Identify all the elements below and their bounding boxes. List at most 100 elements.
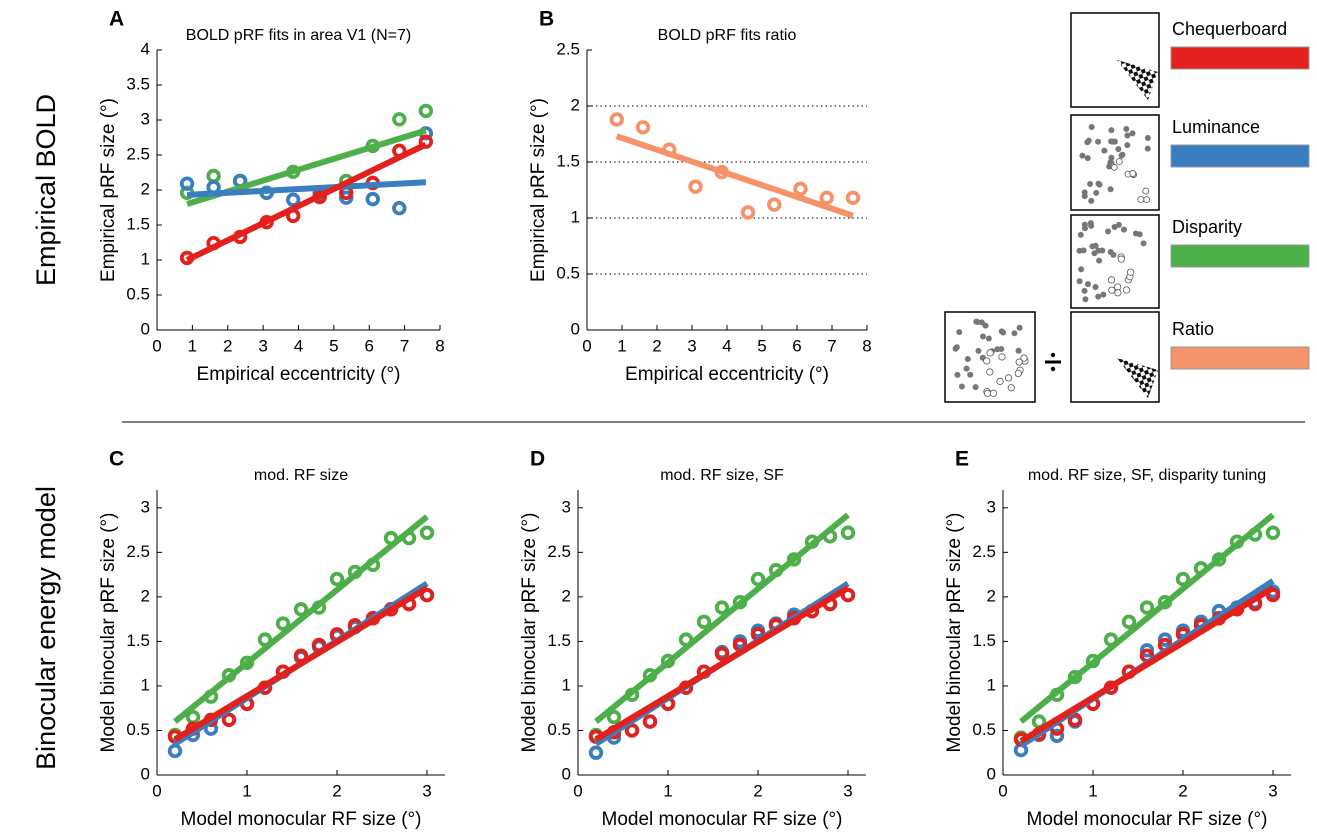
data-point bbox=[1139, 643, 1155, 658]
data-point bbox=[1121, 614, 1137, 630]
stimulus-dot bbox=[1108, 127, 1115, 134]
x-axis-label: Empirical eccentricity (°) bbox=[197, 364, 401, 385]
stimulus-dot bbox=[1007, 384, 1015, 392]
x-axis-label: Model monocular RF size (°) bbox=[1027, 809, 1268, 830]
legend-label: Luminance bbox=[1172, 117, 1260, 137]
y-tick-label: 2.5 bbox=[547, 542, 571, 561]
x-tick-label: 8 bbox=[862, 336, 871, 355]
legend-swatch bbox=[1170, 346, 1310, 370]
fit-line bbox=[173, 585, 429, 742]
legend-swatch bbox=[1170, 244, 1310, 268]
y-tick-label: 2 bbox=[562, 586, 571, 605]
stimulus-dot bbox=[1127, 268, 1135, 276]
stimulus-dot bbox=[1109, 138, 1116, 145]
stimulus-dot bbox=[1016, 324, 1023, 331]
stimulus-dot bbox=[1080, 247, 1087, 254]
data-point bbox=[1211, 552, 1227, 567]
stimulus-dot bbox=[998, 353, 1006, 361]
x-tick-label: 4 bbox=[294, 336, 303, 355]
x-tick-label: 3 bbox=[258, 336, 267, 355]
stimulus-dot bbox=[1000, 329, 1007, 336]
stimulus-dot bbox=[1140, 240, 1147, 247]
y-tick-label: 0.5 bbox=[972, 720, 996, 739]
x-tick-label: 1 bbox=[188, 336, 197, 355]
x-tick-label: 6 bbox=[365, 336, 374, 355]
data-point bbox=[1157, 632, 1173, 647]
x-tick-label: 1 bbox=[663, 781, 672, 800]
data-point bbox=[714, 600, 730, 615]
divide-sign bbox=[1050, 352, 1056, 358]
stimulus-dot bbox=[1123, 126, 1130, 133]
row-label: Empirical BOLD bbox=[31, 94, 61, 286]
stimulus-dot bbox=[1089, 243, 1096, 250]
data-point bbox=[167, 743, 183, 759]
stimulus-dot bbox=[1129, 170, 1137, 177]
stimulus-dot bbox=[1077, 231, 1084, 238]
stimulus-dot bbox=[1115, 146, 1122, 153]
x-tick-label: 4 bbox=[722, 336, 731, 355]
y-tick-label: 0.5 bbox=[126, 284, 150, 303]
y-axis-label: Model binocular pRF size (°) bbox=[519, 513, 540, 753]
stimulus-dot bbox=[1117, 255, 1125, 263]
stimulus-dot bbox=[1092, 283, 1099, 290]
y-tick-label: 2.5 bbox=[972, 542, 996, 561]
stimulus-dot bbox=[956, 329, 963, 336]
y-tick-label: 0 bbox=[987, 764, 996, 783]
x-tick-label: 0 bbox=[998, 781, 1007, 800]
stimulus-dot bbox=[1115, 158, 1123, 165]
stimulus-dot bbox=[975, 347, 982, 354]
data-point bbox=[767, 197, 782, 212]
x-tick-label: 0 bbox=[573, 781, 582, 800]
data-point bbox=[688, 179, 703, 194]
stimulus-dot bbox=[1014, 369, 1022, 378]
stimulus-dot bbox=[967, 371, 974, 378]
data-point bbox=[221, 712, 237, 727]
y-tick-label: 1.5 bbox=[972, 631, 996, 650]
stimulus-dot bbox=[972, 384, 979, 391]
stimulus-dot bbox=[1076, 278, 1083, 285]
stimulus-dot bbox=[1095, 138, 1102, 145]
stimulus-dot bbox=[979, 333, 986, 340]
legend-label: Disparity bbox=[1172, 217, 1242, 237]
panel-letter: A bbox=[109, 8, 124, 31]
data-point bbox=[179, 176, 195, 191]
data-point bbox=[714, 646, 730, 662]
x-tick-label: 2 bbox=[1178, 781, 1187, 800]
data-point bbox=[1265, 525, 1281, 540]
chart-title: BOLD pRF fits in area V1 (N=7) bbox=[186, 27, 411, 44]
y-tick-label: 1 bbox=[141, 249, 150, 268]
data-point bbox=[206, 168, 221, 184]
data-point bbox=[845, 190, 861, 206]
x-axis-label: Model monocular RF size (°) bbox=[181, 809, 422, 830]
fit-line bbox=[594, 585, 850, 742]
data-point bbox=[418, 103, 434, 119]
y-tick-label: 3 bbox=[987, 497, 996, 516]
stimulus-dot bbox=[1129, 130, 1136, 137]
panel-letter: C bbox=[109, 448, 124, 471]
chart-title: mod. RF size, SF bbox=[660, 467, 784, 484]
data-point bbox=[750, 571, 766, 587]
x-tick-label: 5 bbox=[329, 336, 338, 355]
row-label: Binocular energy model bbox=[31, 486, 61, 770]
stimulus-dot bbox=[1015, 358, 1023, 366]
stimulus-dot bbox=[983, 389, 992, 397]
x-tick-label: 1 bbox=[1088, 781, 1097, 800]
data-point bbox=[239, 655, 255, 670]
chart-title: BOLD pRF fits ratio bbox=[658, 27, 797, 44]
data-point bbox=[840, 525, 856, 540]
checker-wedge bbox=[1117, 60, 1158, 100]
data-point bbox=[1067, 712, 1083, 727]
legend-swatch bbox=[1170, 144, 1310, 168]
divide-sign bbox=[1050, 366, 1056, 372]
data-point bbox=[609, 112, 624, 127]
stimulus-dot bbox=[1124, 132, 1131, 139]
stimulus-dot bbox=[1093, 189, 1100, 196]
y-tick-label: 3 bbox=[141, 497, 150, 516]
y-axis-label: Empirical pRF size (°) bbox=[528, 98, 549, 282]
stimulus-dot bbox=[954, 371, 961, 378]
y-tick-label: 2.5 bbox=[556, 39, 580, 58]
stimulus-dot bbox=[1101, 147, 1108, 154]
x-tick-label: 3 bbox=[687, 336, 696, 355]
x-tick-label: 3 bbox=[422, 781, 431, 800]
x-axis-label: Model monocular RF size (°) bbox=[602, 809, 843, 830]
